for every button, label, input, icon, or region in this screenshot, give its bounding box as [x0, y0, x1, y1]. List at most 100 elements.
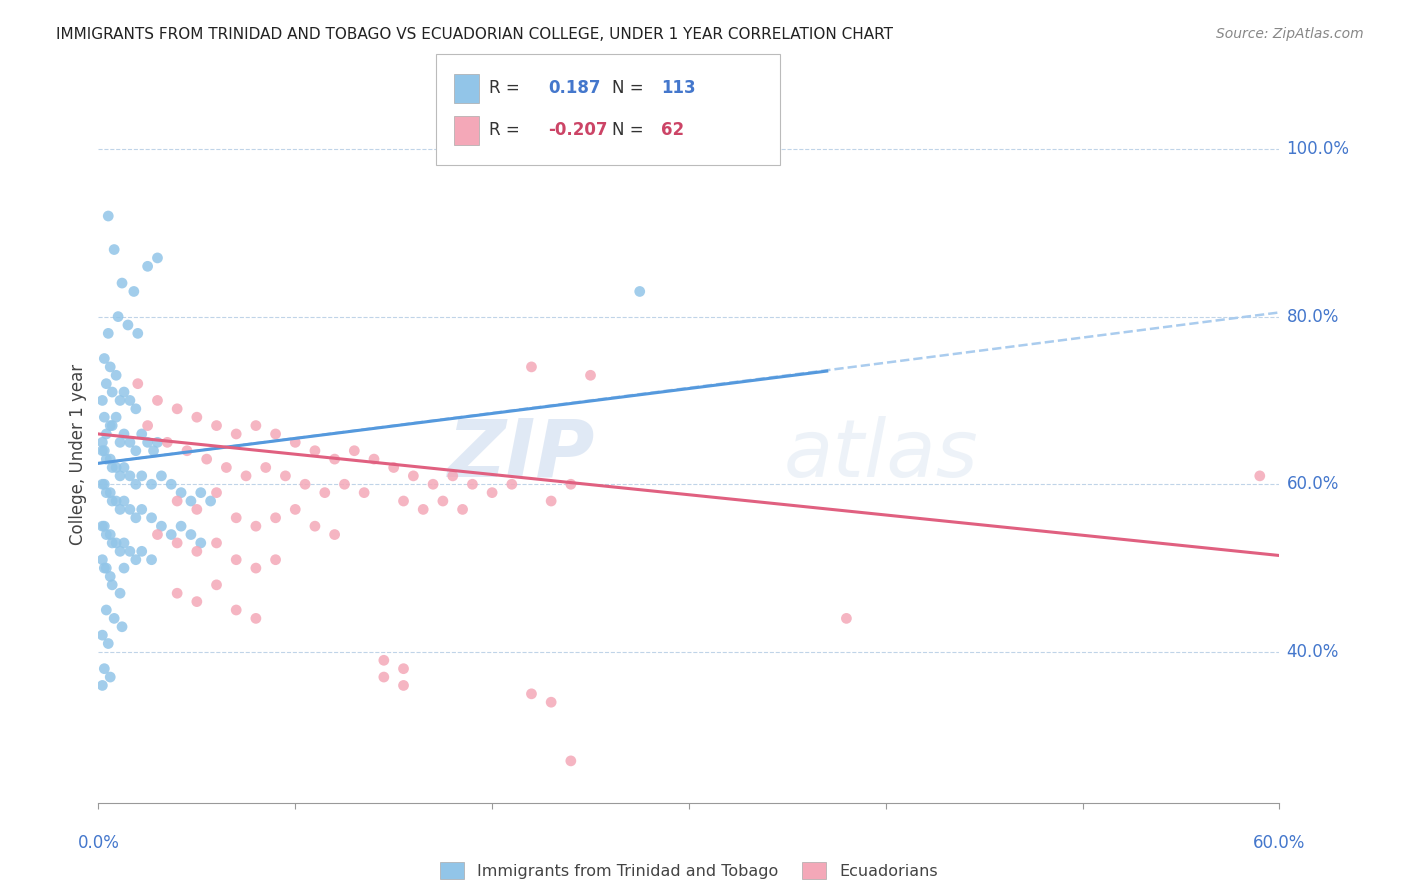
Point — [125, 477, 148, 491]
Point — [323, 452, 346, 467]
Point — [118, 544, 141, 558]
Point — [103, 611, 125, 625]
Point — [156, 435, 179, 450]
Point — [540, 494, 562, 508]
Point — [373, 670, 395, 684]
Text: 40.0%: 40.0% — [1286, 643, 1339, 661]
Point — [180, 527, 202, 541]
Point — [304, 519, 326, 533]
Point — [98, 670, 121, 684]
Point — [141, 552, 163, 566]
Point — [96, 485, 118, 500]
Point — [353, 485, 375, 500]
Text: 80.0%: 80.0% — [1286, 308, 1339, 326]
Point — [125, 552, 148, 566]
Point — [225, 427, 247, 442]
Text: R =: R = — [489, 121, 520, 139]
Point — [98, 359, 121, 374]
Point — [284, 502, 307, 516]
Point — [205, 578, 228, 592]
Point — [225, 603, 247, 617]
Point — [294, 477, 316, 491]
Point — [108, 502, 131, 516]
Point — [93, 477, 115, 491]
Point — [112, 561, 135, 575]
Text: 100.0%: 100.0% — [1286, 140, 1350, 158]
Point — [245, 611, 267, 625]
Point — [105, 460, 128, 475]
Point — [101, 494, 124, 508]
Point — [166, 494, 188, 508]
Point — [131, 468, 153, 483]
Point — [111, 620, 134, 634]
Point — [131, 544, 153, 558]
Text: atlas: atlas — [783, 416, 979, 494]
Point — [284, 435, 307, 450]
Point — [112, 427, 135, 442]
Point — [382, 460, 405, 475]
Point — [205, 418, 228, 433]
Point — [170, 519, 193, 533]
Point — [98, 418, 121, 433]
Point — [245, 519, 267, 533]
Point — [412, 502, 434, 516]
Point — [160, 477, 183, 491]
Point — [91, 552, 114, 566]
Point — [96, 561, 118, 575]
Text: R =: R = — [489, 79, 520, 97]
Point — [118, 502, 141, 516]
Point — [97, 209, 120, 223]
Point — [96, 427, 118, 442]
Point — [91, 435, 114, 450]
Point — [432, 494, 454, 508]
Point — [108, 586, 131, 600]
Point — [392, 494, 415, 508]
Point — [96, 603, 118, 617]
Point — [245, 561, 267, 575]
Text: 113: 113 — [661, 79, 696, 97]
Point — [125, 401, 148, 416]
Point — [141, 477, 163, 491]
Point — [98, 527, 121, 541]
Point — [245, 418, 267, 433]
Point — [560, 754, 582, 768]
Point — [101, 460, 124, 475]
Point — [323, 527, 346, 541]
Point — [136, 418, 159, 433]
Point — [373, 653, 395, 667]
Point — [93, 351, 115, 366]
Point — [111, 276, 134, 290]
Point — [91, 678, 114, 692]
Point — [343, 443, 366, 458]
Point — [186, 544, 208, 558]
Point — [98, 569, 121, 583]
Point — [195, 452, 218, 467]
Point — [186, 502, 208, 516]
Point — [186, 410, 208, 425]
Point — [501, 477, 523, 491]
Point — [122, 285, 145, 299]
Text: 0.187: 0.187 — [548, 79, 600, 97]
Text: Source: ZipAtlas.com: Source: ZipAtlas.com — [1216, 27, 1364, 41]
Point — [125, 510, 148, 524]
Y-axis label: College, Under 1 year: College, Under 1 year — [69, 364, 87, 546]
Point — [136, 435, 159, 450]
Point — [150, 519, 173, 533]
Point — [108, 435, 131, 450]
Point — [96, 376, 118, 391]
Point — [107, 310, 129, 324]
Point — [166, 586, 188, 600]
Point — [190, 536, 212, 550]
Text: -0.207: -0.207 — [548, 121, 607, 139]
Point — [422, 477, 444, 491]
Point — [392, 662, 415, 676]
Point — [118, 435, 141, 450]
Point — [363, 452, 385, 467]
Text: N =: N = — [612, 79, 643, 97]
Point — [93, 662, 115, 676]
Point — [146, 251, 169, 265]
Point — [131, 502, 153, 516]
Point — [96, 452, 118, 467]
Point — [96, 527, 118, 541]
Point — [91, 477, 114, 491]
